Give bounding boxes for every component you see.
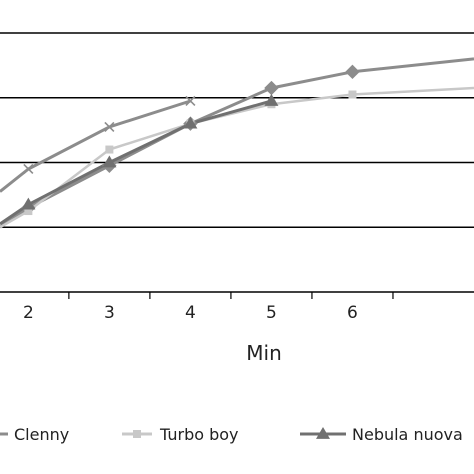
legend-swatch-marker-1 (133, 430, 141, 438)
series-markers (21, 64, 360, 216)
series-3-point-4 (264, 93, 279, 106)
series-0-point-3 (185, 95, 196, 107)
series-0-point-2 (104, 121, 115, 132)
legend-swatch-marker-2 (316, 427, 330, 439)
series-3-point-2 (102, 155, 117, 168)
legend-label-0: Clenny (14, 425, 69, 444)
series-0-point-2-b (104, 121, 115, 132)
series-lines (0, 57, 474, 229)
series-2-point-5 (348, 90, 357, 99)
series-line-1 (0, 57, 474, 229)
series-2-point-1 (24, 207, 33, 216)
series-1-point-5 (345, 64, 360, 80)
series-0-point-1-b (23, 163, 34, 175)
series-line-2 (0, 86, 474, 229)
x-tick-label-3: 5 (266, 303, 277, 323)
x-axis-title: Min (246, 341, 282, 365)
x-tick-label-4: 6 (347, 303, 358, 323)
x-tick-label-2: 4 (185, 303, 196, 323)
series-1-point-4 (264, 80, 279, 96)
gridlines (0, 32, 474, 228)
series-3-point-1 (21, 197, 36, 210)
series-line-0 (0, 99, 191, 193)
series-2-point-2 (105, 145, 114, 154)
series-0-point-1 (23, 163, 34, 175)
legend: Clenny Turbo boy Nebula nuova (0, 425, 463, 444)
x-tick-label-0: 2 (23, 303, 34, 323)
legend-label-1: Turbo boy (159, 425, 239, 444)
legend-label-2: Nebula nuova (352, 425, 463, 444)
x-tick-label-1: 3 (104, 303, 115, 323)
series-0-point-3-b (185, 95, 196, 107)
series-3-point-3 (183, 116, 198, 129)
x-axis: 2 3 4 5 6 (0, 291, 474, 323)
